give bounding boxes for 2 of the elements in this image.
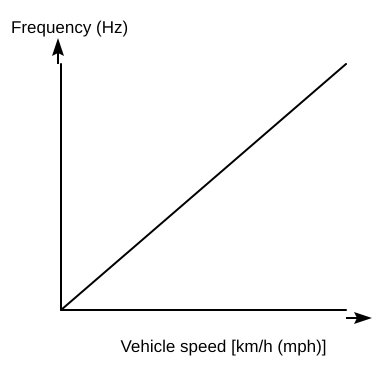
x-axis-title: Vehicle speed [km/h (mph)] [120,337,326,356]
y-axis-title: Frequency (Hz) [11,18,128,37]
